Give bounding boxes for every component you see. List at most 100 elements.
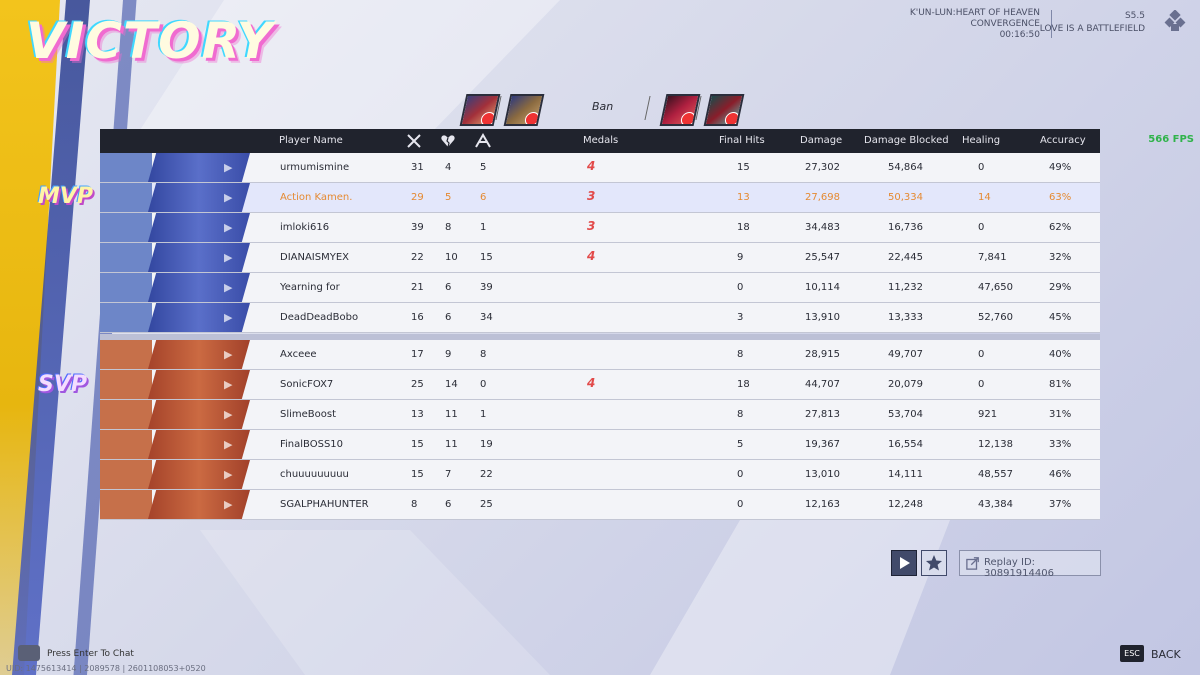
accuracy-value: 63% [1049, 192, 1072, 203]
player-name[interactable]: Yearning for [280, 282, 340, 293]
medal-count: 3 [587, 219, 596, 233]
hero-portrait: ▶ [100, 370, 250, 399]
final-hits-value: 5 [737, 439, 744, 450]
accuracy-value: 62% [1049, 222, 1072, 233]
assists-value: 22 [480, 469, 493, 480]
medal-count: 4 [587, 159, 596, 173]
player-name[interactable]: Axceee [280, 349, 317, 360]
role-icon [100, 400, 152, 429]
role-icon [100, 303, 152, 332]
player-row[interactable]: ▶ FinalBOSS10 15 11 19 5 19,367 16,554 12,138 33% [100, 430, 1100, 460]
player-row[interactable]: ▶ SGALPHAHUNTER 8 6 25 0 12,163 12,248 43,384 37% [100, 490, 1100, 520]
chevron-right-icon: ▶ [224, 161, 233, 174]
healing-value: 14 [978, 192, 991, 203]
role-icon [100, 213, 152, 242]
player-row[interactable]: ▶ Axceee 17 9 8 8 28,915 49,707 0 40% [100, 340, 1100, 370]
hero-portrait: ▶ [100, 243, 250, 272]
season-name: LOVE IS A BATTLEFIELD [1039, 24, 1145, 34]
assists-value: 15 [480, 252, 493, 263]
kills-value: 15 [411, 439, 424, 450]
chat-prompt[interactable]: Press Enter To Chat [0, 643, 150, 665]
player-row[interactable]: ▶ Yearning for 21 6 39 0 10,114 11,232 47,650 29% [100, 273, 1100, 303]
player-name[interactable]: chuuuuuuuuu [280, 469, 349, 480]
ban-section: Ban [455, 92, 755, 126]
col-damage[interactable]: Damage [800, 135, 843, 146]
role-icon [100, 153, 152, 182]
ban-icon [479, 112, 497, 126]
damage-value: 44,707 [805, 379, 840, 390]
kills-value: 16 [411, 312, 424, 323]
damage-value: 19,367 [805, 439, 840, 450]
hero-art [148, 303, 250, 332]
hero-portrait: ▶ [100, 303, 250, 332]
player-row[interactable]: ▶ SlimeBoost 13 11 1 8 27,813 53,704 921 31% [100, 400, 1100, 430]
deaths-value: 9 [445, 349, 452, 360]
col-accuracy[interactable]: Accuracy [1040, 135, 1086, 146]
player-row[interactable]: ▶ Action Kamen. 29 5 6 3 13 27,698 50,334 14 63% [100, 183, 1100, 213]
col-damage-blocked[interactable]: Damage Blocked [864, 135, 949, 146]
player-name[interactable]: SonicFOX7 [280, 379, 334, 390]
player-name[interactable]: DeadDeadBobo [280, 312, 359, 323]
chevron-right-icon: ▶ [224, 311, 233, 324]
player-row[interactable]: ▶ imloki616 39 8 1 3 18 34,483 16,736 0 62% [100, 213, 1100, 243]
play-replay-button[interactable] [891, 550, 917, 576]
role-icon [100, 490, 152, 519]
player-name[interactable]: urmumismine [280, 162, 350, 173]
damage-blocked-value: 13,333 [888, 312, 923, 323]
damage-value: 27,698 [805, 192, 840, 203]
ban-hero-portrait[interactable] [659, 94, 701, 126]
player-name[interactable]: DIANAISMYEX [280, 252, 350, 263]
col-medals[interactable]: Medals [583, 135, 619, 146]
assists-value: 34 [480, 312, 493, 323]
player-name[interactable]: imloki616 [280, 222, 330, 233]
kills-value: 25 [411, 379, 424, 390]
replay-id-text: Replay ID: 30891914406 [984, 557, 1054, 579]
crossed-swords-icon[interactable] [406, 133, 422, 149]
hero-art [148, 430, 250, 459]
assists-value: 8 [480, 349, 487, 360]
ban-hero-portrait[interactable] [703, 94, 745, 126]
accuracy-value: 40% [1049, 349, 1072, 360]
damage-blocked-value: 16,736 [888, 222, 923, 233]
damage-value: 13,910 [805, 312, 840, 323]
healing-value: 0 [978, 162, 985, 173]
medal-count: 4 [587, 249, 596, 263]
damage-value: 13,010 [805, 469, 840, 480]
ban-hero-portrait[interactable] [503, 94, 545, 126]
player-row[interactable]: ▶ SonicFOX7 25 14 0 4 18 44,707 20,079 0 81% [100, 370, 1100, 400]
replay-id-button[interactable]: Replay ID: 30891914406 [959, 550, 1101, 579]
final-hits-value: 15 [737, 162, 750, 173]
healing-value: 921 [978, 409, 998, 420]
back-button[interactable]: BACK [1151, 648, 1181, 661]
favorite-button[interactable] [921, 550, 947, 576]
assists-value: 5 [480, 162, 487, 173]
hero-art [148, 370, 250, 399]
ban-hero-portrait[interactable] [459, 94, 501, 126]
player-name[interactable]: SlimeBoost [280, 409, 337, 420]
player-row[interactable]: ▶ DeadDeadBobo 16 6 34 3 13,910 13,333 52,760 45% [100, 303, 1100, 333]
bg-shard [650, 520, 950, 675]
healing-value: 47,650 [978, 282, 1013, 293]
broken-heart-icon[interactable] [440, 133, 456, 149]
deaths-value: 14 [445, 379, 458, 390]
hand-shake-icon[interactable] [475, 133, 491, 149]
col-healing[interactable]: Healing [962, 135, 1001, 146]
player-name[interactable]: Action Kamen. [280, 192, 353, 203]
kills-value: 39 [411, 222, 424, 233]
damage-blocked-value: 53,704 [888, 409, 923, 420]
healing-value: 0 [978, 379, 985, 390]
assists-value: 19 [480, 439, 493, 450]
chevron-right-icon: ▶ [224, 221, 233, 234]
player-name[interactable]: SGALPHAHUNTER [280, 499, 369, 510]
role-icon [100, 370, 152, 399]
ban-icon [523, 112, 541, 126]
damage-blocked-value: 49,707 [888, 349, 923, 360]
col-player-name[interactable]: Player Name [279, 135, 343, 146]
player-row[interactable]: ▶ urmumismine 31 4 5 4 15 27,302 54,864 0 49% [100, 153, 1100, 183]
accuracy-value: 31% [1049, 409, 1072, 420]
player-row[interactable]: ▶ DIANAISMYEX 22 10 15 4 9 25,547 22,445 7,841 32% [100, 243, 1100, 273]
assists-value: 39 [480, 282, 493, 293]
player-name[interactable]: FinalBOSS10 [280, 439, 344, 450]
col-final-hits[interactable]: Final Hits [719, 135, 765, 146]
player-row[interactable]: ▶ chuuuuuuuuu 15 7 22 0 13,010 14,111 48,557 46% [100, 460, 1100, 490]
